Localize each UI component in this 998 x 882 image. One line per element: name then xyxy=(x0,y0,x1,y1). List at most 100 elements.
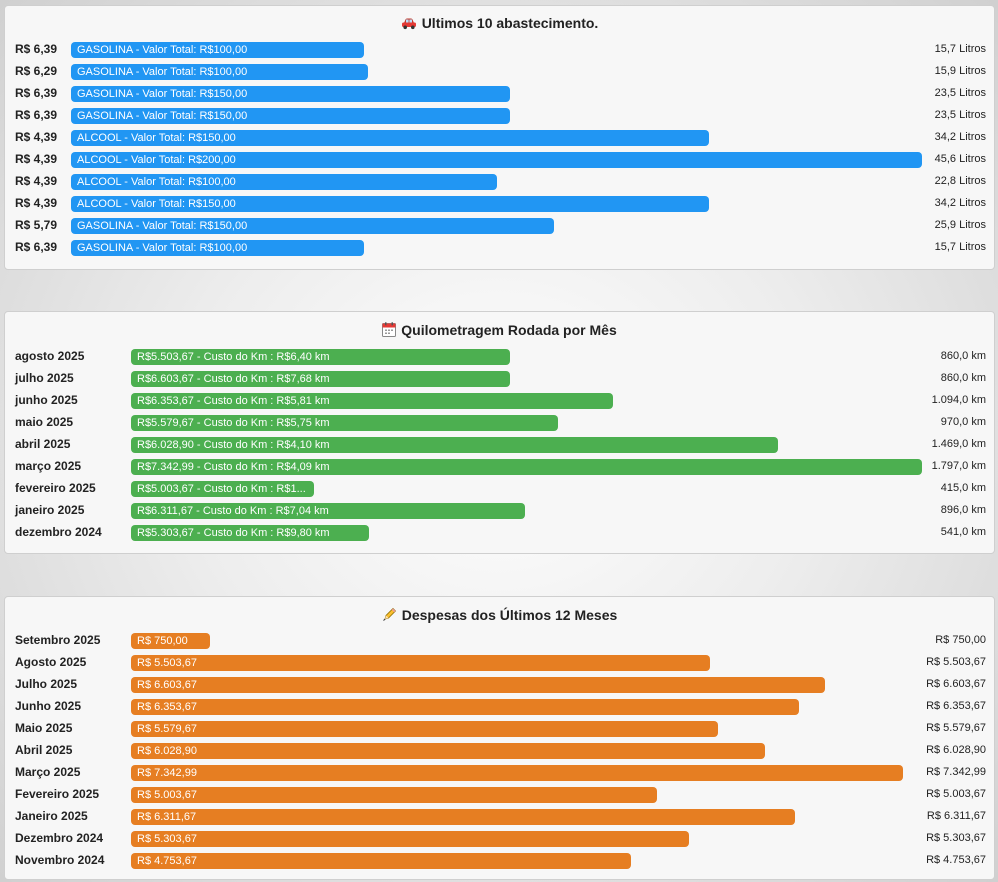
mileage-bar: R$6.603,67 - Custo do Km : R$7,68 km xyxy=(131,371,510,387)
fuel-value: 34,2 Litros xyxy=(934,197,986,209)
mileage-label: julho 2025 xyxy=(15,371,74,385)
fuel-bar-track: ALCOOL - Valor Total: R$100,00 xyxy=(71,174,922,190)
fuel-bar-track: GASOLINA - Valor Total: R$150,00 xyxy=(71,108,922,124)
expense-label: Novembro 2024 xyxy=(15,853,105,867)
fuel-bar-track: ALCOOL - Valor Total: R$200,00 xyxy=(71,152,922,168)
expenses-card: Despesas dos Últimos 12 Meses Setembro 2… xyxy=(4,596,995,880)
expense-label: Fevereiro 2025 xyxy=(15,787,100,801)
expense-label: Março 2025 xyxy=(15,765,81,779)
mileage-list: agosto 2025 R$5.503,67 - Custo do Km : R$… xyxy=(5,346,994,544)
expense-label: Dezembro 2024 xyxy=(15,831,104,845)
expense-row: Junho 2025 R$ 6.353,67 R$ 6.353,67 xyxy=(5,696,994,718)
fuel-bar: ALCOOL - Valor Total: R$100,00 xyxy=(71,174,497,190)
expense-value: R$ 4.753,67 xyxy=(926,854,986,866)
mileage-bar: R$6.311,67 - Custo do Km : R$7,04 km xyxy=(131,503,526,519)
expense-bar-track: R$ 6.603,67 xyxy=(131,677,903,693)
expense-value: R$ 5.003,67 xyxy=(926,788,986,800)
expense-label: Setembro 2025 xyxy=(15,633,101,647)
fuel-row: R$ 6,29 GASOLINA - Valor Total: R$100,00 1… xyxy=(5,61,994,83)
fuel-bar: GASOLINA - Valor Total: R$100,00 xyxy=(71,240,364,256)
expenses-card-title: Despesas dos Últimos 12 Meses xyxy=(5,607,994,625)
expense-bar: R$ 5.579,67 xyxy=(131,721,718,737)
expense-row: Janeiro 2025 R$ 6.311,67 R$ 6.311,67 xyxy=(5,806,994,828)
expense-label: Agosto 2025 xyxy=(15,655,87,669)
fuel-row: R$ 4,39 ALCOOL - Valor Total: R$150,00 34,… xyxy=(5,193,994,215)
fuel-bar-track: GASOLINA - Valor Total: R$100,00 xyxy=(71,42,922,58)
fuel-row: R$ 6,39 GASOLINA - Valor Total: R$150,00 2… xyxy=(5,105,994,127)
fuel-bar-track: GASOLINA - Valor Total: R$150,00 xyxy=(71,86,922,102)
fuel-label: R$ 4,39 xyxy=(15,130,58,144)
mileage-card-title: Quilometragem Rodada por Mês xyxy=(5,322,994,340)
fuel-bar: GASOLINA - Valor Total: R$150,00 xyxy=(71,108,510,124)
expense-bar: R$ 6.028,90 xyxy=(131,743,765,759)
fuel-label: R$ 5,79 xyxy=(15,218,58,232)
expense-bar-track: R$ 6.028,90 xyxy=(131,743,903,759)
expense-value: R$ 5.303,67 xyxy=(926,832,986,844)
mileage-row: março 2025 R$7.342,99 - Custo do Km : R$4… xyxy=(5,456,994,478)
expense-value: R$ 5.503,67 xyxy=(926,656,986,668)
fuel-bar: GASOLINA - Valor Total: R$100,00 xyxy=(71,42,364,58)
fuel-bar: ALCOOL - Valor Total: R$200,00 xyxy=(71,152,922,168)
fuel-value: 15,7 Litros xyxy=(934,241,986,253)
expense-bar: R$ 5.003,67 xyxy=(131,787,658,803)
mileage-value: 896,0 km xyxy=(940,504,986,516)
calendar-icon xyxy=(382,322,397,340)
expense-bar-track: R$ 4.753,67 xyxy=(131,853,903,869)
expense-value: R$ 750,00 xyxy=(935,634,986,646)
fuel-row: R$ 6,39 GASOLINA - Valor Total: R$100,00 1… xyxy=(5,237,994,259)
mileage-label: junho 2025 xyxy=(15,393,78,407)
fuel-bar-track: ALCOOL - Valor Total: R$150,00 xyxy=(71,130,922,146)
expense-row: Fevereiro 2025 R$ 5.003,67 R$ 5.003,67 xyxy=(5,784,994,806)
fuel-label: R$ 4,39 xyxy=(15,152,58,166)
mileage-value: 1.094,0 km xyxy=(931,394,986,406)
fuel-card-title: Ultimos 10 abastecimento. xyxy=(5,15,994,33)
fuel-bar: GASOLINA - Valor Total: R$150,00 xyxy=(71,86,510,102)
expense-label: Maio 2025 xyxy=(15,721,73,735)
fuel-value: 22,8 Litros xyxy=(934,175,986,187)
expense-value: R$ 6.311,67 xyxy=(926,810,986,822)
fuel-label: R$ 6,39 xyxy=(15,108,58,122)
mileage-bar-track: R$5.003,67 - Custo do Km : R$1... xyxy=(131,481,922,497)
expense-bar-track: R$ 5.003,67 xyxy=(131,787,903,803)
expenses-list: Setembro 2025 R$ 750,00 R$ 750,00 Agosto 20… xyxy=(5,630,994,872)
mileage-label: abril 2025 xyxy=(15,437,71,451)
expense-row: Julho 2025 R$ 6.603,67 R$ 6.603,67 xyxy=(5,674,994,696)
fuel-bar: ALCOOL - Valor Total: R$150,00 xyxy=(71,196,710,212)
fuel-value: 15,9 Litros xyxy=(934,65,986,77)
expenses-card-title-text: Despesas dos Últimos 12 Meses xyxy=(401,607,618,623)
mileage-row: abril 2025 R$6.028,90 - Custo do Km : R$4… xyxy=(5,434,994,456)
fuel-bar: GASOLINA - Valor Total: R$100,00 xyxy=(71,64,368,80)
mileage-row: fevereiro 2025 R$5.003,67 - Custo do Km :… xyxy=(5,478,994,500)
mileage-bar-track: R$5.503,67 - Custo do Km : R$6,40 km xyxy=(131,349,922,365)
expense-label: Julho 2025 xyxy=(15,677,78,691)
expense-bar-track: R$ 6.353,67 xyxy=(131,699,903,715)
fuel-value: 15,7 Litros xyxy=(934,43,986,55)
expense-value: R$ 6.603,67 xyxy=(926,678,986,690)
mileage-bar: R$5.503,67 - Custo do Km : R$6,40 km xyxy=(131,349,510,365)
mileage-label: janeiro 2025 xyxy=(15,503,85,517)
expense-value: R$ 5.579,67 xyxy=(926,722,986,734)
expense-bar: R$ 7.342,99 xyxy=(131,765,903,781)
mileage-label: fevereiro 2025 xyxy=(15,481,96,495)
expense-bar-track: R$ 750,00 xyxy=(131,633,903,649)
expense-label: Junho 2025 xyxy=(15,699,82,713)
expense-bar: R$ 6.311,67 xyxy=(131,809,795,825)
expense-bar: R$ 6.353,67 xyxy=(131,699,799,715)
mileage-bar-track: R$6.603,67 - Custo do Km : R$7,68 km xyxy=(131,371,922,387)
expense-bar: R$ 6.603,67 xyxy=(131,677,826,693)
mileage-row: dezembro 2024 R$5.303,67 - Custo do Km : … xyxy=(5,522,994,544)
expense-bar: R$ 5.303,67 xyxy=(131,831,689,847)
expense-bar-track: R$ 5.303,67 xyxy=(131,831,903,847)
fuel-card: Ultimos 10 abastecimento. R$ 6,39 GASOLIN… xyxy=(4,5,995,270)
mileage-label: março 2025 xyxy=(15,459,82,473)
mileage-row: julho 2025 R$6.603,67 - Custo do Km : R$7… xyxy=(5,368,994,390)
fuel-label: R$ 6,39 xyxy=(15,42,58,56)
mileage-value: 415,0 km xyxy=(940,482,986,494)
expense-label: Abril 2025 xyxy=(15,743,73,757)
mileage-value: 860,0 km xyxy=(940,372,986,384)
mileage-value: 970,0 km xyxy=(940,416,986,428)
mileage-label: agosto 2025 xyxy=(15,349,85,363)
fuel-value: 23,5 Litros xyxy=(934,109,986,121)
fuel-row: R$ 5,79 GASOLINA - Valor Total: R$150,00 2… xyxy=(5,215,994,237)
fuel-row: R$ 4,39 ALCOOL - Valor Total: R$150,00 34,… xyxy=(5,127,994,149)
